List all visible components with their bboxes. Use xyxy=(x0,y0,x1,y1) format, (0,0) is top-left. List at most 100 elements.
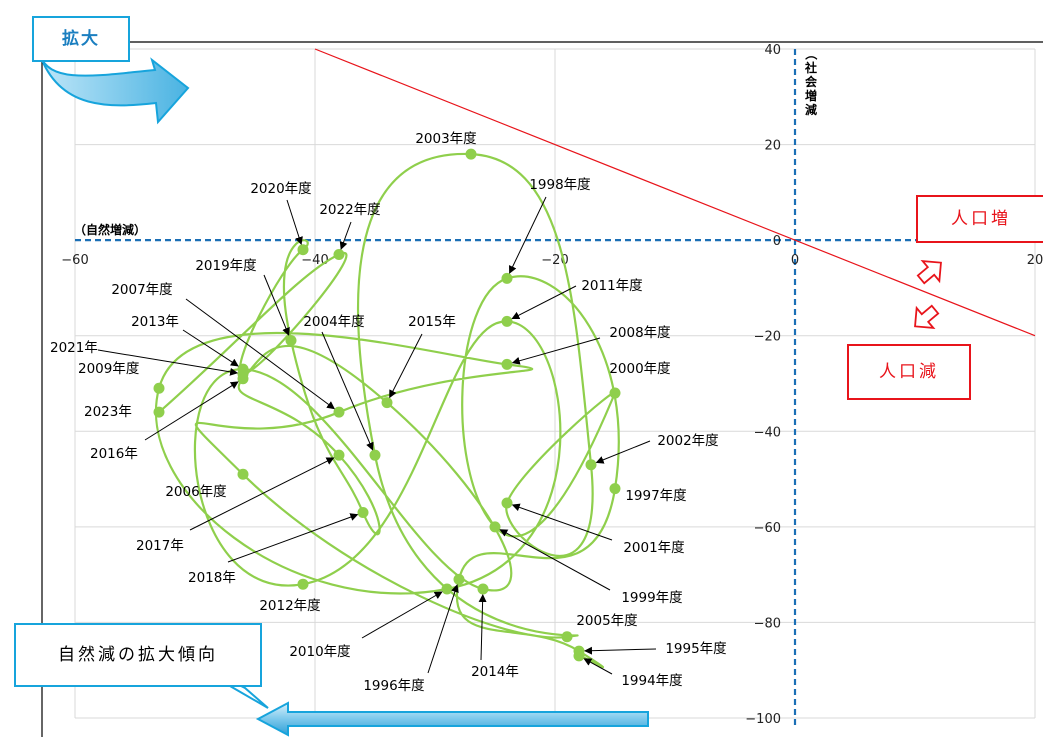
expand-curved-arrow xyxy=(39,54,190,125)
point-2021年 xyxy=(237,368,249,380)
label-2020年度: 2020年度 xyxy=(250,181,311,197)
y-axis-title-char: 社 xyxy=(804,61,817,75)
leader-1996年度 xyxy=(427,584,459,674)
label-2013年: 2013年 xyxy=(131,314,179,330)
label-2014年: 2014年 xyxy=(471,664,519,680)
label-1998年度: 1998年度 xyxy=(529,177,590,193)
x-tick-label: −40 xyxy=(301,253,328,268)
label-2009年度: 2009年度 xyxy=(78,361,139,377)
label-1995年度: 1995年度 xyxy=(665,641,726,657)
y-tick-label: 20 xyxy=(764,139,781,154)
label-2000年度: 2000年度 xyxy=(609,361,670,377)
label-2011年度: 2011年度 xyxy=(581,278,642,294)
point-2015年 xyxy=(381,397,393,409)
leader-2022年度 xyxy=(339,221,352,250)
point-2003年度 xyxy=(465,148,477,160)
population-balance-line xyxy=(314,48,1036,337)
leader-2011年度 xyxy=(511,285,577,320)
y-axis-title-char: （ xyxy=(804,47,818,60)
point-1998年度 xyxy=(501,272,513,284)
label-1997年度: 1997年度 xyxy=(625,488,686,504)
x-axis-title: （自然増減） xyxy=(74,221,146,238)
label-2001年度: 2001年度 xyxy=(623,540,684,556)
chart-frame xyxy=(41,41,1043,737)
y-tick-label: −20 xyxy=(754,330,781,345)
y-axis-title-char: 増 xyxy=(804,89,817,103)
label-2006年度: 2006年度 xyxy=(165,484,226,500)
label-2022年度: 2022年度 xyxy=(319,202,380,218)
point-2009年度 xyxy=(153,382,165,394)
point-2017年 xyxy=(333,449,345,461)
label-1994年度: 1994年度 xyxy=(621,673,682,689)
trajectory-line xyxy=(154,152,620,669)
label-1996年度: 1996年度 xyxy=(363,678,424,694)
leader-2008年度 xyxy=(511,337,601,365)
y-axis-title-char: 会 xyxy=(804,75,817,89)
label-2004年度: 2004年度 xyxy=(303,314,364,330)
label-2016年: 2016年 xyxy=(90,446,138,462)
increase-arrow-icon xyxy=(916,259,942,285)
x-axis-title-text: （自然増減） xyxy=(74,223,147,237)
label-2007年度: 2007年度 xyxy=(111,282,172,298)
natural-decline-trend-text: 自然減の拡大傾向 xyxy=(58,645,218,665)
leader-1995年度 xyxy=(584,646,657,655)
natural-decline-arrow xyxy=(255,701,649,737)
point-2007年度 xyxy=(333,406,345,418)
point-2002年度 xyxy=(585,459,597,471)
label-2002年度: 2002年度 xyxy=(657,433,718,449)
leader-2013年 xyxy=(182,329,239,367)
data-points xyxy=(153,148,621,662)
label-2018年: 2018年 xyxy=(188,570,236,586)
label-2003年度: 2003年度 xyxy=(415,131,476,147)
population-increase-label: 人口増 xyxy=(916,195,1043,243)
natural-decline-trend-callout: 自然減の拡大傾向 xyxy=(14,623,262,687)
point-2018年 xyxy=(357,507,369,519)
point-2019年度 xyxy=(285,334,297,346)
point-2011年度 xyxy=(501,315,513,327)
point-2006年度 xyxy=(237,468,249,480)
label-2017年: 2017年 xyxy=(136,538,184,554)
label-2012年度: 2012年度 xyxy=(259,598,320,614)
point-1997年度 xyxy=(609,483,621,495)
population-increase-text: 人口増 xyxy=(951,209,1011,229)
leader-1998年度 xyxy=(509,196,547,274)
point-2004年度 xyxy=(369,449,381,461)
expand-label-text: 拡大 xyxy=(62,29,100,49)
y-tick-label: −100 xyxy=(745,712,781,727)
point-2005年度 xyxy=(561,631,573,643)
zero-axes xyxy=(75,49,1043,728)
leader-2010年度 xyxy=(361,591,443,639)
leader-2018年 xyxy=(227,513,359,563)
x-tick-label: 20 xyxy=(1027,253,1043,268)
point-1996年度 xyxy=(453,573,465,585)
population-decrease-text: 人口減 xyxy=(879,362,939,382)
point-2000年度 xyxy=(609,387,621,399)
leader-2015年 xyxy=(389,333,423,399)
label-2023年: 2023年 xyxy=(84,404,132,420)
label-2019年度: 2019年度 xyxy=(195,258,256,274)
label-2005年度: 2005年度 xyxy=(576,613,637,629)
point-2010年度 xyxy=(441,583,453,595)
y-tick-label: 40 xyxy=(764,43,781,58)
label-2008年度: 2008年度 xyxy=(609,325,670,341)
decrease-arrow-icon xyxy=(914,304,940,330)
point-2014年 xyxy=(477,583,489,595)
y-axis-title-char: 減 xyxy=(804,103,817,117)
population-decrease-label: 人口減 xyxy=(847,344,971,400)
leader-2019年度 xyxy=(263,274,290,336)
expand-label: 拡大 xyxy=(32,16,130,62)
label-1999年度: 1999年度 xyxy=(621,590,682,606)
point-labels: 1994年度 1995年度 1996年度 1997年度 1998年度 1999年度 2000… xyxy=(50,131,727,694)
label-2015年: 2015年 xyxy=(408,314,456,330)
label-2021年: 2021年 xyxy=(50,340,98,356)
balance-line xyxy=(314,48,1036,337)
point-1999年度 xyxy=(489,521,501,533)
leader-2007年度 xyxy=(185,298,336,410)
leader-2004年度 xyxy=(321,331,374,451)
leader-1994年度 xyxy=(583,658,613,675)
point-2001年度 xyxy=(501,497,513,509)
y-tick-label: −80 xyxy=(754,616,781,631)
point-2020年度 xyxy=(297,244,309,256)
leader-2016年 xyxy=(144,381,239,441)
